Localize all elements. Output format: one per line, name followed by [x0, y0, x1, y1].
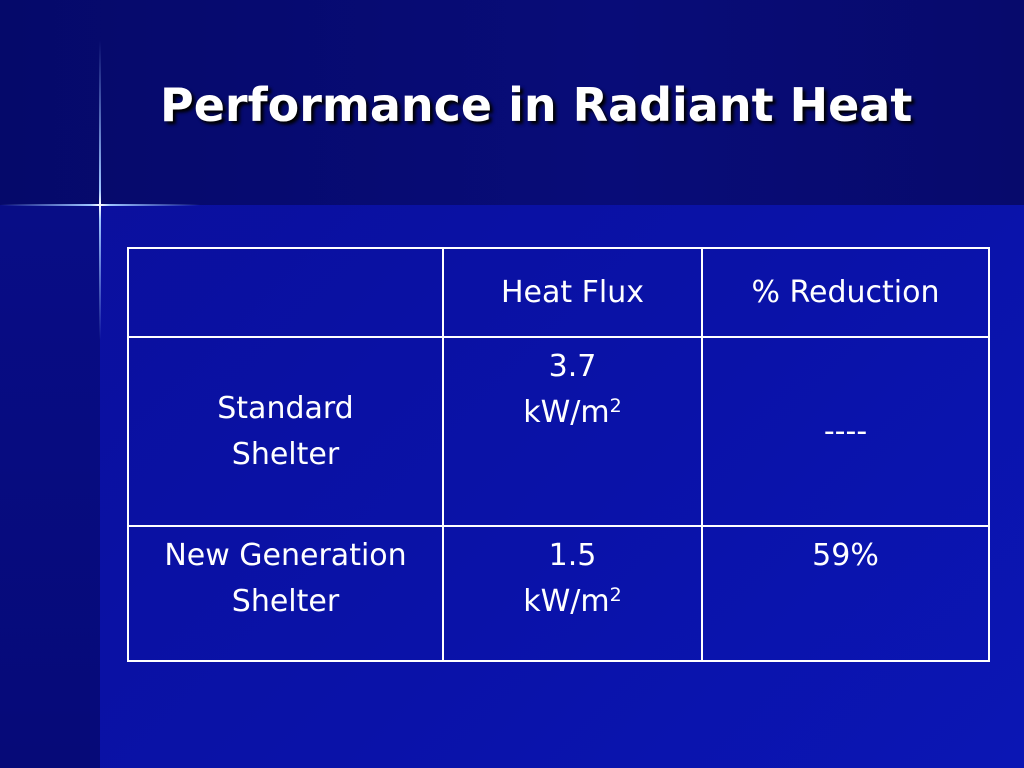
decor-line [99, 40, 101, 340]
table-row: Standard Shelter 3.7 kW/m2 ---- [127, 336, 990, 527]
table-row: New Generation Shelter 1.5 kW/m2 59% [127, 525, 990, 662]
reduction-cell: 59% [701, 525, 990, 662]
flux-value: 1.5 [548, 538, 597, 573]
empty-cell [127, 247, 444, 338]
data-table: Heat Flux % Reduction Standard Shelter 3… [127, 247, 990, 662]
flux-cell: 1.5 kW/m2 [442, 525, 703, 662]
header-row: Heat Flux % Reduction [127, 247, 990, 338]
label-line: New Generation [164, 538, 407, 573]
label-line: Shelter [231, 584, 340, 619]
row-label: Standard Shelter [127, 336, 444, 527]
header-band [0, 0, 1024, 205]
flux-unit-line: kW/m2 [448, 390, 697, 436]
flux-value: 3.7 [548, 349, 597, 384]
label-line: Standard [217, 390, 354, 426]
flux-sup: 2 [609, 395, 622, 417]
header-cell: % Reduction [701, 247, 990, 338]
flux-unit: kW/m [523, 395, 610, 430]
header-cell: Heat Flux [442, 247, 703, 338]
flux-sup: 2 [609, 584, 622, 606]
flux-cell: 3.7 kW/m2 [442, 336, 703, 527]
side-band [0, 205, 100, 768]
flux-unit-line: kW/m2 [448, 579, 697, 625]
reduction-cell: ---- [701, 336, 990, 527]
flux-unit: kW/m [523, 584, 610, 619]
row-label: New Generation Shelter [127, 525, 444, 662]
label-line: Shelter [231, 436, 340, 472]
slide-title: Performance in Radiant Heat [160, 78, 913, 132]
